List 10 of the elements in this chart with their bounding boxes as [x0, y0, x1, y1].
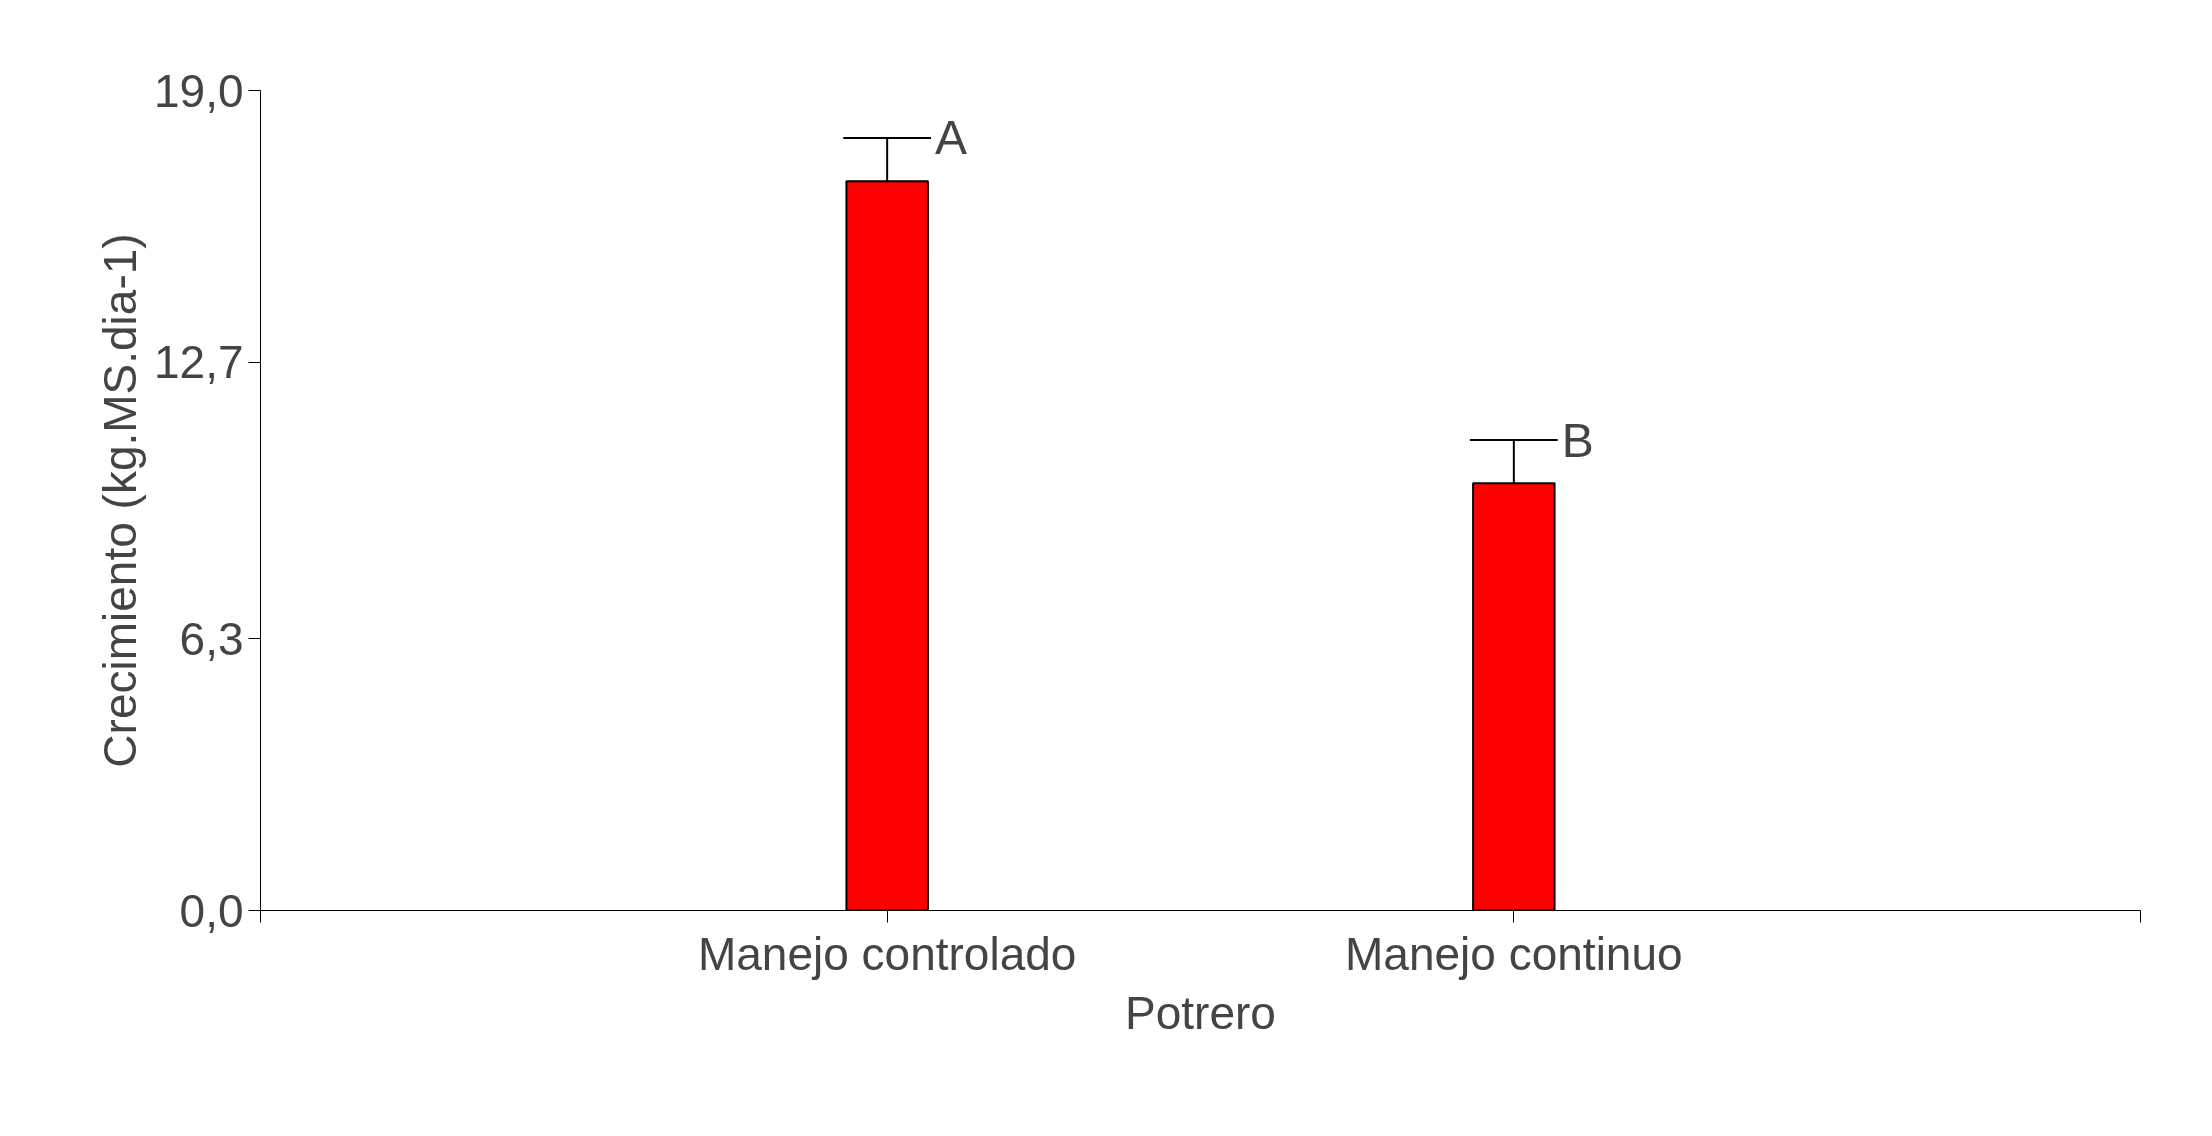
x-tick-label: Manejo continuo [1345, 927, 1683, 980]
annotation: A [935, 111, 968, 165]
y-tick-label: 0,0 [179, 884, 244, 937]
annotation: B [1561, 413, 1594, 467]
x-tick-label: Manejo controlado [697, 927, 1077, 980]
y-tick-label: 19,0 [153, 64, 244, 117]
y-tick-label: 12,7 [153, 336, 244, 389]
x-axis-title: Potrero [1125, 986, 1276, 1039]
y-tick-label: 6,3 [179, 612, 244, 665]
y-axis-title: Crecimiento (kg.MS.dia-1) [93, 233, 146, 768]
